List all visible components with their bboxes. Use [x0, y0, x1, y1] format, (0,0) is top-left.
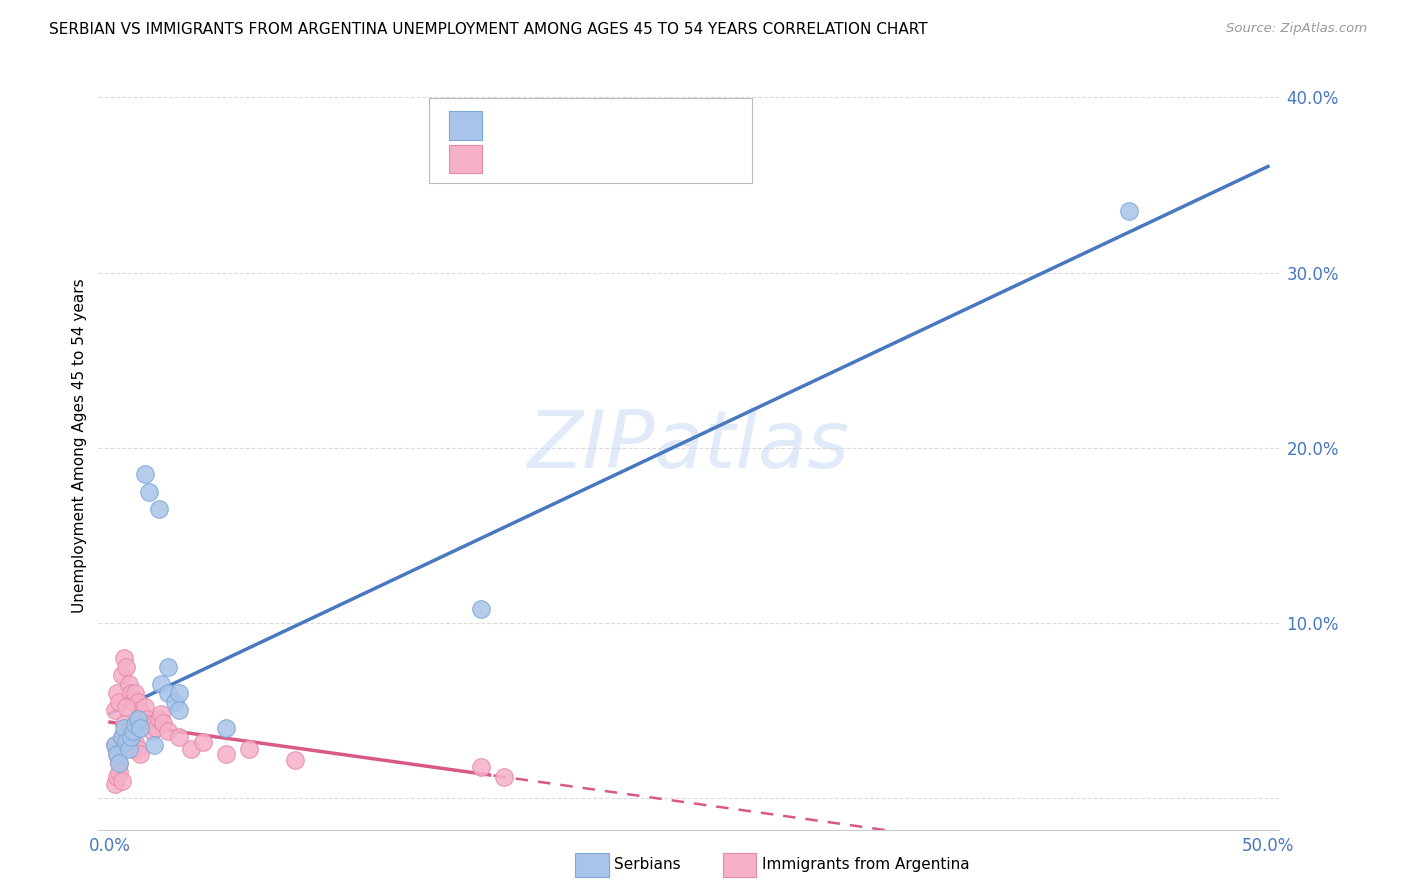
- Point: [284, 752, 307, 766]
- Point: [152, 715, 174, 730]
- Point: [127, 695, 149, 709]
- Point: [156, 659, 179, 673]
- Point: [149, 677, 172, 691]
- Point: [124, 717, 146, 731]
- Point: [215, 721, 238, 735]
- Point: [470, 759, 492, 773]
- Point: [131, 706, 153, 721]
- Point: [156, 724, 179, 739]
- Point: [120, 735, 142, 749]
- Point: [238, 742, 260, 756]
- Point: [129, 747, 152, 762]
- Point: [215, 747, 238, 762]
- Point: [117, 742, 139, 756]
- Text: R = -0.269   N = 47: R = -0.269 N = 47: [489, 152, 640, 167]
- Point: [108, 695, 131, 709]
- Point: [105, 686, 128, 700]
- Point: [110, 668, 132, 682]
- Point: [104, 739, 127, 753]
- Point: [138, 717, 160, 731]
- Point: [134, 700, 156, 714]
- Point: [108, 756, 131, 770]
- Point: [122, 695, 145, 709]
- Point: [108, 756, 131, 770]
- Point: [127, 712, 149, 726]
- Point: [169, 730, 191, 744]
- Point: [148, 712, 170, 726]
- Point: [129, 703, 152, 717]
- Text: R =  0.768   N = 25: R = 0.768 N = 25: [489, 118, 638, 133]
- Point: [141, 724, 163, 739]
- Point: [112, 651, 135, 665]
- Text: ZIPatlas: ZIPatlas: [527, 407, 851, 485]
- Point: [470, 602, 492, 616]
- Point: [104, 777, 127, 791]
- Point: [143, 739, 166, 753]
- Point: [136, 712, 159, 726]
- Point: [124, 735, 146, 749]
- Text: SERBIAN VS IMMIGRANTS FROM ARGENTINA UNEMPLOYMENT AMONG AGES 45 TO 54 YEARS CORR: SERBIAN VS IMMIGRANTS FROM ARGENTINA UNE…: [49, 22, 928, 37]
- Point: [148, 502, 170, 516]
- Point: [129, 721, 152, 735]
- Point: [112, 721, 135, 735]
- Point: [138, 484, 160, 499]
- Point: [112, 717, 135, 731]
- Point: [115, 735, 138, 749]
- Point: [149, 706, 172, 721]
- Point: [1118, 204, 1140, 219]
- Point: [122, 724, 145, 739]
- Point: [156, 686, 179, 700]
- Point: [104, 739, 127, 753]
- Point: [105, 770, 128, 784]
- Y-axis label: Unemployment Among Ages 45 to 54 years: Unemployment Among Ages 45 to 54 years: [72, 278, 87, 614]
- Point: [191, 735, 214, 749]
- Point: [110, 773, 132, 788]
- Point: [163, 695, 186, 709]
- Point: [124, 686, 146, 700]
- Point: [492, 770, 515, 784]
- Point: [117, 677, 139, 691]
- Point: [169, 686, 191, 700]
- Point: [105, 747, 128, 762]
- Point: [127, 742, 149, 756]
- Text: Serbians: Serbians: [614, 857, 681, 871]
- Point: [108, 764, 131, 779]
- Point: [169, 703, 191, 717]
- Point: [122, 742, 145, 756]
- Text: Immigrants from Argentina: Immigrants from Argentina: [762, 857, 970, 871]
- Point: [115, 659, 138, 673]
- Point: [115, 700, 138, 714]
- Point: [110, 730, 132, 744]
- Point: [180, 742, 202, 756]
- Point: [117, 724, 139, 739]
- Point: [143, 717, 166, 731]
- Point: [120, 686, 142, 700]
- Point: [145, 721, 167, 735]
- Point: [110, 730, 132, 744]
- Point: [105, 747, 128, 762]
- Point: [134, 467, 156, 481]
- Point: [120, 730, 142, 744]
- Text: Source: ZipAtlas.com: Source: ZipAtlas.com: [1226, 22, 1367, 36]
- Point: [104, 703, 127, 717]
